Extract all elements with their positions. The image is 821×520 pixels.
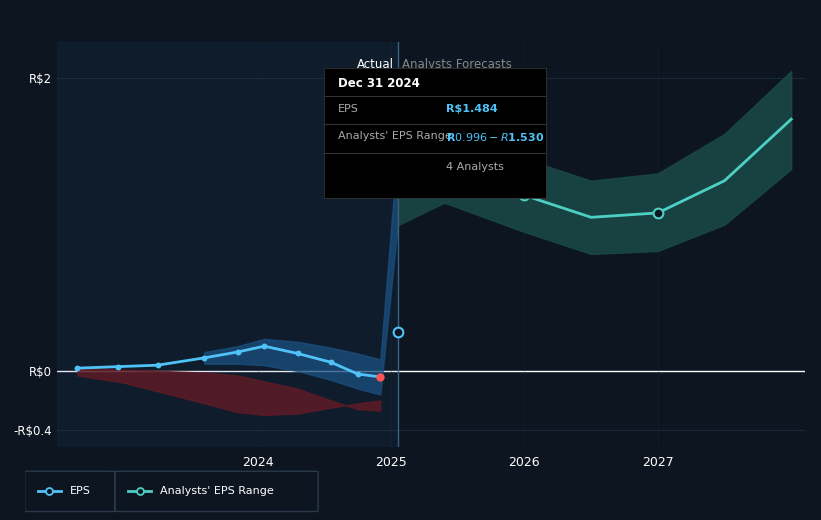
Text: R$1.484: R$1.484 (447, 104, 498, 114)
Text: Analysts' EPS Range: Analysts' EPS Range (160, 486, 274, 497)
Text: 4 Analysts: 4 Analysts (447, 162, 504, 173)
Point (351, 370, 365, 378)
Bar (57, 42, 397, 447)
Text: Actual: Actual (356, 58, 393, 71)
Point (231, 348, 244, 356)
Point (151, 361, 164, 369)
Point (111, 362, 124, 371)
Text: Analysts' EPS Range: Analysts' EPS Range (337, 131, 452, 141)
Text: EPS: EPS (70, 486, 90, 497)
Text: EPS: EPS (337, 104, 359, 114)
Point (291, 349, 304, 358)
Point (198, 354, 211, 362)
Point (374, 373, 387, 381)
Point (324, 358, 337, 367)
Text: Analysts Forecasts: Analysts Forecasts (401, 58, 511, 71)
Point (71, 364, 84, 372)
Point (258, 342, 271, 350)
Text: R$0.996 - R$1.530: R$0.996 - R$1.530 (447, 131, 544, 144)
Text: Dec 31 2024: Dec 31 2024 (337, 77, 420, 89)
